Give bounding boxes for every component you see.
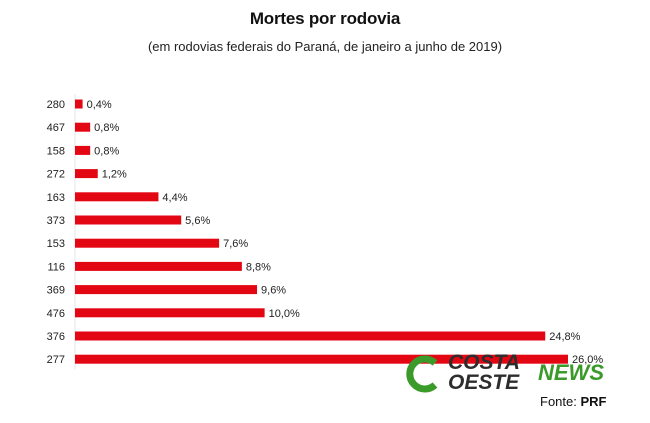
logo-text-costa: COSTA [448,351,520,374]
bar [75,192,159,202]
bar [75,261,242,271]
bar [75,145,91,155]
bar [75,238,220,248]
data-label: 4,4% [162,192,187,204]
bar [75,331,546,341]
y-tick-label: 369 [47,285,65,297]
data-label: 0,4% [87,99,112,111]
bar [75,285,258,295]
bar [75,122,91,132]
data-label: 5,6% [185,215,210,227]
y-tick-label: 158 [47,145,65,157]
y-tick-label: 373 [47,215,65,227]
bar [75,354,568,364]
source-note: Fonte: PRF [540,394,606,409]
data-label: 7,6% [223,238,248,250]
logo-text-oeste: OESTE [448,371,520,394]
y-tick-label: 153 [47,238,65,250]
data-label: 0,8% [94,122,119,134]
bar [75,308,265,318]
source-value: PRF [580,394,607,409]
logo-mark-icon [406,355,438,393]
source-label: Fonte: [540,394,577,409]
y-tick-label: 116 [47,261,65,273]
data-label: 10,0% [269,308,300,320]
y-tick-label: 280 [47,99,65,111]
y-tick-label: 476 [47,308,65,320]
bar [75,99,83,109]
y-tick-label: 163 [47,192,65,204]
data-label: 9,6% [261,285,286,297]
y-tick-label: 376 [47,331,65,343]
data-label: 8,8% [246,261,271,273]
costa-oeste-news-logo: COSTA OESTE NEWS [400,352,630,398]
y-tick-label: 272 [47,169,65,181]
bar [75,215,182,225]
chart-title: Mortes por rodovia [249,9,401,28]
chart-subtitle: (em rodovias federais do Paraná, de jane… [147,39,503,54]
bar [75,169,98,179]
data-label: 0,8% [94,145,119,157]
y-tick-label: 467 [47,122,65,134]
data-label: 26,0% [572,354,603,366]
data-label: 1,2% [102,169,127,181]
data-label: 24,8% [549,331,580,343]
logo-text-news: NEWS [538,360,604,385]
y-tick-label: 277 [47,354,65,366]
